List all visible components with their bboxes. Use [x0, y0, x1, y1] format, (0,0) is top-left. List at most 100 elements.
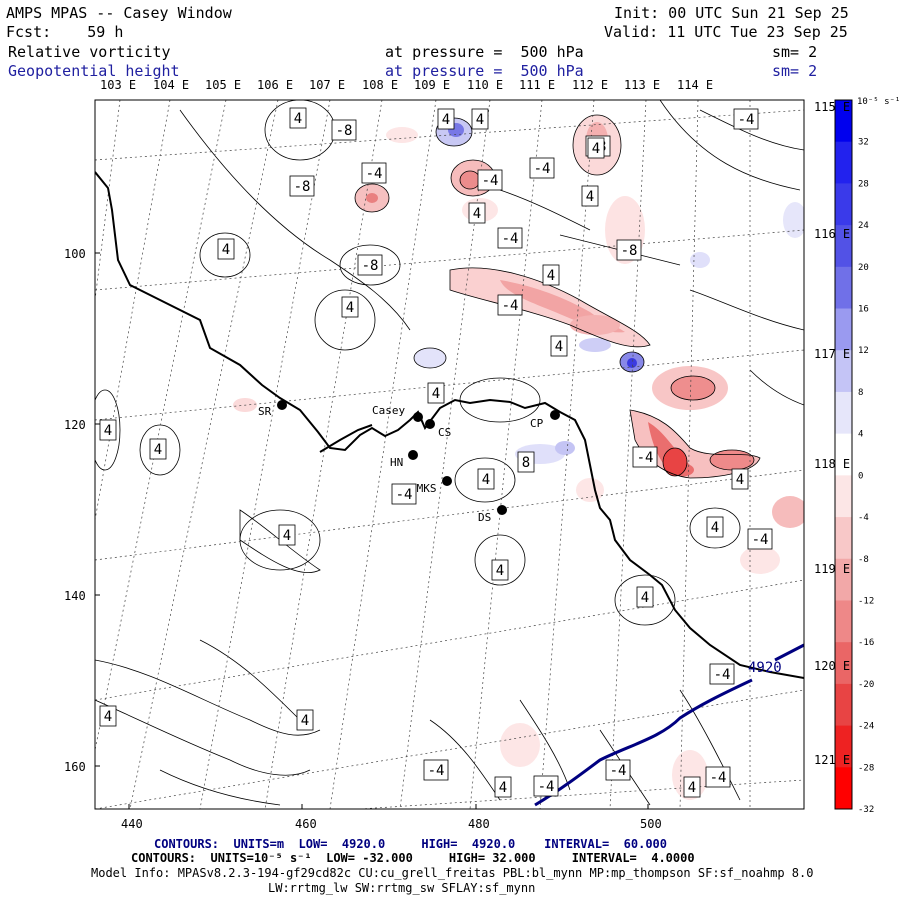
- top-lon-label: 113 E: [624, 78, 660, 92]
- contour-label: 4: [688, 780, 696, 796]
- contour-label-box: [289, 175, 315, 197]
- valid-time: Valid: 11 UTC Tue 23 Sep 25: [604, 23, 848, 41]
- top-lon-label: 111 E: [519, 78, 555, 92]
- contour-label-box: [471, 108, 489, 130]
- colorbar-swatch: [835, 391, 852, 435]
- coastline: [95, 171, 804, 679]
- top-lon-label: 106 E: [257, 78, 293, 92]
- contour-label-box: [341, 296, 359, 318]
- x-tick-label: 500: [640, 817, 662, 831]
- contour-label: -4: [637, 450, 654, 466]
- colorbar-swatch: [835, 600, 852, 643]
- colorbar-label: 28: [858, 179, 869, 189]
- contour-label: 4: [432, 386, 440, 402]
- footer1-high: HIGH= 4920.0: [421, 837, 516, 851]
- colorbar-label: 24: [858, 221, 869, 231]
- colorbar-label: -4: [858, 513, 869, 523]
- y-tick-label: 140: [64, 589, 86, 603]
- height-contour-4920-segment: [774, 643, 804, 662]
- y-tick-label: 100: [64, 247, 86, 261]
- field2-name: Geopotential height: [8, 62, 180, 80]
- colorbar-label: 8: [858, 388, 863, 398]
- contour-label-box: [616, 239, 642, 261]
- field2-level: at pressure = 500 hPa: [385, 62, 584, 80]
- contour-label-box: [605, 759, 631, 781]
- contour-label-box: [517, 451, 535, 473]
- x-tick-label: 460: [295, 817, 317, 831]
- contour-label-box: [99, 419, 117, 441]
- contour-label: 4: [586, 189, 594, 205]
- footer1-low: LOW= 4920.0: [298, 837, 386, 851]
- right-lon-label: 115 E: [814, 100, 850, 114]
- contour-label: -4: [714, 667, 731, 683]
- contour-label: 4: [499, 780, 507, 796]
- top-lon-label: 114 E: [677, 78, 713, 92]
- contour-label-box: [529, 157, 555, 179]
- footer2-interval: INTERVAL= 4.0000: [571, 851, 695, 865]
- model-info: Model Info: MPASv8.2.3-194-gf29cd82c CU:…: [91, 866, 814, 880]
- vorticity-shading: [95, 100, 804, 806]
- field1-smoothing: sm= 2: [772, 43, 818, 61]
- contour-label-box: [705, 766, 731, 788]
- contour-label-box: [497, 294, 523, 316]
- x-axis-ticks: 440 460 480 500: [121, 817, 662, 831]
- station-label-casey: Casey: [372, 404, 405, 417]
- contour-label-box: [733, 108, 759, 130]
- station-label-cs: CS: [438, 426, 451, 439]
- contour-label-box: [533, 775, 559, 797]
- model-info-physics: LW:rrtmg_lw SW:rrtmg_sw SFLAY:sf_mynn: [268, 881, 536, 895]
- contour-label-box: [542, 264, 560, 286]
- contour-label-box: [747, 528, 773, 550]
- top-lon-label: 108 E: [362, 78, 398, 92]
- contour-label-box: [587, 137, 605, 159]
- station-marker-cs: [425, 419, 435, 429]
- contour-label: -4: [738, 112, 755, 128]
- contour-label-box: [550, 335, 568, 357]
- right-lon-label: 117 E: [814, 347, 850, 361]
- right-lon-labels: 115 E 116 E 117 E 118 E 119 E 120 E 121 …: [814, 100, 850, 767]
- colorbar-swatch: [835, 100, 852, 143]
- contour-label-box: [149, 438, 167, 460]
- y-tick-label: 160: [64, 760, 86, 774]
- contour-label: -4: [482, 173, 499, 189]
- right-lon-label: 119 E: [814, 562, 850, 576]
- footer2-units: UNITS=10⁻⁵ s⁻¹: [210, 851, 312, 865]
- contour-label-box: [477, 468, 495, 490]
- colorbar-swatch: [835, 767, 852, 810]
- station-label-hn: HN: [390, 456, 403, 469]
- contour-label-box: [497, 227, 523, 249]
- contour-label: 4: [555, 339, 563, 355]
- contour-label: -4: [502, 231, 519, 247]
- contour-label: -8: [621, 243, 638, 259]
- colorbar-swatch: [835, 558, 852, 601]
- footer2-label: CONTOURS:: [131, 851, 197, 865]
- footer2-low: LOW= -32.000: [326, 851, 413, 865]
- right-lon-label: 116 E: [814, 227, 850, 241]
- top-lon-labels: 103 E 104 E 105 E 106 E 107 E 108 E 109 …: [100, 78, 713, 92]
- colorbar-swatch: [835, 475, 852, 518]
- contour-labels: 4-844-8-4-4-8-4-444-8-44-84-4444444444-4…: [99, 107, 773, 798]
- contour-label: 4: [473, 206, 481, 222]
- contour-label: 4: [496, 563, 504, 579]
- station-label-cp: CP: [530, 417, 544, 430]
- contour-label: 4: [104, 709, 112, 725]
- top-lon-label: 103 E: [100, 78, 136, 92]
- top-lon-label: 105 E: [205, 78, 241, 92]
- right-lon-label: 120 E: [814, 659, 850, 673]
- field1-level: at pressure = 500 hPa: [385, 43, 584, 61]
- stations: SR Casey CS CP HN TMKS DS: [258, 400, 560, 524]
- contour-label: -4: [752, 532, 769, 548]
- contour-label: -4: [610, 763, 627, 779]
- contour-label: -4: [366, 166, 383, 182]
- colorbar-label: -16: [858, 638, 874, 648]
- contour-label-box: [636, 586, 654, 608]
- contour-label-box: [361, 162, 387, 184]
- contour-label-box: [437, 108, 455, 130]
- height-contour-4920: [534, 678, 753, 807]
- colorbar-label: 12: [858, 346, 869, 356]
- contour-label-box: [477, 169, 503, 191]
- contour-label: -4: [502, 298, 519, 314]
- contour-label: 4: [222, 242, 230, 258]
- contour-label: 4: [482, 472, 490, 488]
